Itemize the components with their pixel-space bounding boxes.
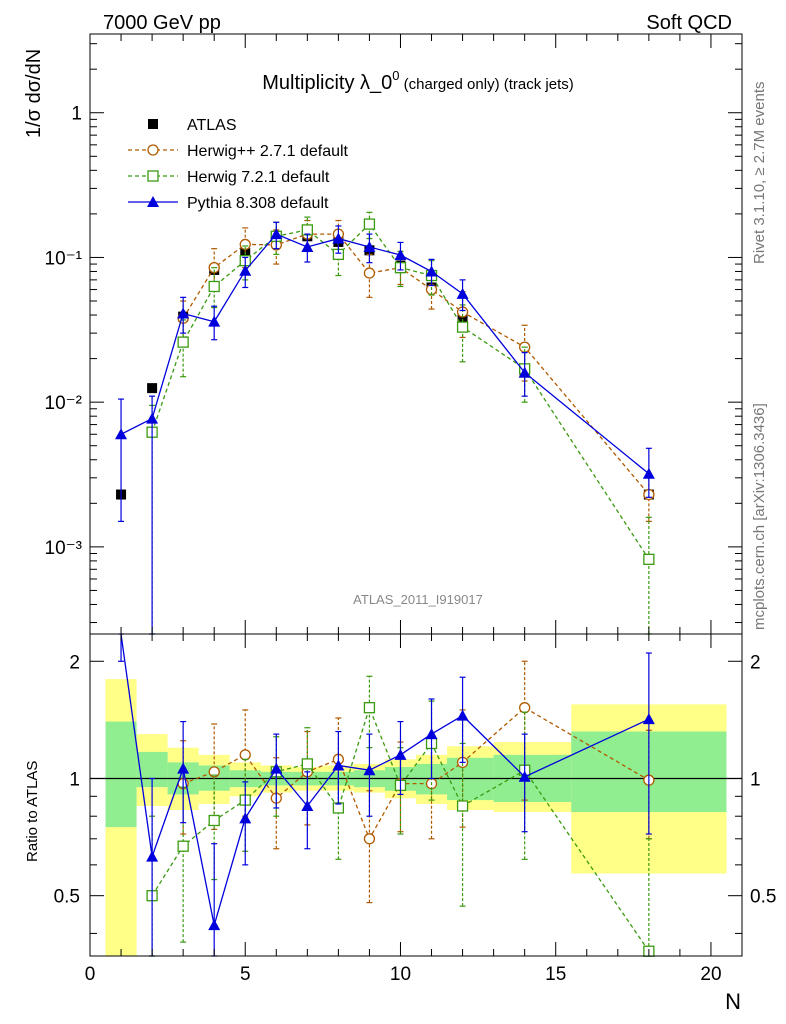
main-atlas-point	[147, 383, 158, 394]
rivet-info-label: Rivet 3.1.10, ≥ 2.7M events	[751, 82, 768, 265]
ratio-herwig-7-2-1-default-point	[456, 800, 469, 812]
x-tick-label: 15	[545, 964, 566, 985]
ratio-pythia-8-308-default-point	[456, 709, 469, 721]
ratio-y-tick-label-right: 2	[750, 652, 761, 673]
x-tick-label: 10	[390, 964, 411, 985]
main-pythia-8-308-default-point	[363, 241, 376, 253]
ratio-plot-frame	[89, 633, 743, 957]
main-pythia-8-308-default-point	[146, 412, 159, 424]
header-right-label: Soft QCD	[646, 12, 732, 34]
main-pythia-8-308-default-point	[270, 228, 283, 240]
ratio-herwig-2-7-1-default-point	[363, 833, 376, 845]
ratio-y-tick-label: 2	[69, 652, 80, 673]
ratio-uncertainty-bands	[90, 679, 742, 956]
header-left-label: 7000 GeV pp	[103, 12, 221, 34]
main-pythia-8-308-default-point	[642, 467, 655, 479]
ratio-green-band	[105, 721, 137, 828]
main-herwig-7-2-1-default-point	[363, 218, 376, 230]
main-pythia-8-308-default-point	[332, 232, 345, 244]
ratio-herwig-2-7-1-default-line	[182, 706, 650, 841]
main-data-layer	[115, 211, 655, 635]
ratio-herwig-2-7-1-default-point	[519, 702, 531, 714]
main-y-tick-label: 10⁻¹	[45, 248, 83, 269]
main-herwig-7-2-1-default-point	[301, 224, 313, 236]
ratio-pythia-8-308-default-point	[270, 762, 283, 774]
ratio-herwig-2-7-1-default-point	[239, 749, 251, 761]
main-pythia-8-308-default-point	[425, 265, 438, 277]
ratio-herwig-7-2-1-default-point	[177, 840, 189, 852]
ratio-panel: 0.5 0.5 1 1 2 2 0 5 10 15 20 Ratio to ATLAS N	[24, 633, 776, 1014]
main-pythia-8-308-default-point	[301, 241, 314, 253]
main-y-axis: 10⁻³ 10⁻² 10⁻¹ 1	[45, 43, 742, 624]
legend-herwig-2-7-1-default-label: Herwig++ 2.7.1 default	[187, 143, 349, 160]
x-axis-label: N	[725, 989, 741, 1014]
main-y-tick-label: 10⁻³	[45, 538, 83, 559]
main-pythia-8-308-default-point	[518, 366, 531, 378]
ratio-herwig-7-2-1-default-point	[301, 758, 313, 770]
x-tick-label: 20	[700, 964, 721, 985]
main-pythia-8-308-default-point	[177, 307, 190, 319]
legend-herwig-2-7-1-default-marker	[147, 144, 159, 156]
ratio-pythia-8-308-default-line	[120, 633, 650, 926]
mcplots-reference-label: mcplots.cern.ch [arXiv:1306.3436]	[751, 403, 768, 630]
ratio-pythia-8-308-default-point	[301, 799, 314, 811]
ratio-y-tick-label-right: 1	[750, 769, 761, 790]
main-herwig-7-2-1-default-point	[177, 336, 189, 348]
ratio-pythia-8-308-default-point	[363, 764, 376, 776]
main-pythia-8-308-default-point	[394, 248, 407, 260]
ratio-herwig-7-2-1-default-point	[363, 702, 376, 714]
main-herwig-2-7-1-default-point	[363, 267, 376, 279]
main-chart-title: Multiplicity λ_00 (charged only) (track …	[262, 68, 574, 94]
main-herwig-7-2-1-default-point	[643, 553, 655, 565]
ratio-pythia-8-308-default-point	[146, 850, 159, 862]
ratio-data-layer	[118, 633, 655, 957]
ratio-pythia-8-308-default-point	[642, 713, 655, 725]
main-y-axis-label: 1/σ dσ/dN	[23, 49, 45, 138]
ratio-y-tick-label: 1	[69, 769, 80, 790]
legend-herwig-7-2-1-default-label: Herwig 7.2.1 default	[187, 169, 330, 186]
main-x-ticks	[89, 34, 743, 634]
main-atlas-point	[457, 313, 468, 324]
main-panel: 10⁻³ 10⁻² 10⁻¹ 1 1/σ dσ/dN Multiplicity λ_0…	[23, 33, 743, 635]
ratio-pythia-8-308-default-point	[394, 748, 407, 760]
ratio-x-axis: 0 5 10 15 20	[85, 634, 743, 985]
ratio-y-axis-label: Ratio to ATLAS	[24, 761, 41, 862]
legend-herwig-7-2-1-default-marker	[147, 170, 159, 182]
ratio-pythia-8-308-default-point	[425, 728, 438, 740]
ratio-pythia-8-308-default-point	[518, 770, 531, 782]
ratio-pythia-8-308-default-point	[208, 919, 221, 931]
main-pythia-8-308-default-point	[456, 287, 469, 299]
x-tick-label: 5	[240, 964, 251, 985]
ratio-y-axis: 0.5 0.5 1 1 2 2	[54, 652, 776, 934]
main-herwig-7-2-1-default-point	[208, 280, 220, 293]
legend-atlas-marker	[148, 119, 158, 129]
ratio-pythia-8-308-default-point	[239, 812, 252, 824]
ratio-pythia-8-308-default-point	[332, 759, 345, 771]
main-herwig-2-7-1-default-line	[182, 233, 650, 495]
legend-atlas-label: ATLAS	[187, 117, 237, 134]
ratio-pythia-8-308-default-point	[177, 762, 190, 774]
legend-pythia-8-308-default-label: Pythia 8.308 default	[187, 195, 329, 212]
ratio-y-tick-label-right: 0.5	[750, 887, 776, 908]
x-tick-label: 0	[85, 964, 96, 985]
analysis-id-label: ATLAS_2011_I919017	[353, 592, 483, 607]
main-pythia-8-308-default-point	[239, 264, 252, 276]
main-y-tick-label: 10⁻²	[45, 393, 83, 414]
legend-pythia-8-308-default-marker	[147, 196, 159, 207]
ratio-herwig-7-2-1-default-point	[208, 814, 220, 827]
main-pythia-8-308-default-line	[120, 233, 650, 475]
main-y-tick-label: 1	[71, 104, 82, 125]
main-pythia-8-308-default-point	[208, 315, 221, 327]
main-herwig-7-2-1-default-point	[456, 321, 469, 333]
main-pythia-8-308-default-point	[115, 428, 128, 440]
legend: ATLAS Herwig++ 2.7.1 default Herwig 7.2.1 …	[128, 117, 349, 212]
ratio-y-tick-label: 0.5	[54, 887, 80, 908]
